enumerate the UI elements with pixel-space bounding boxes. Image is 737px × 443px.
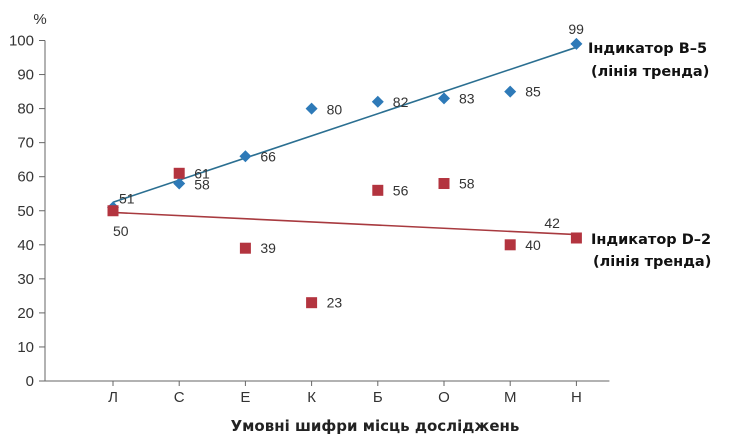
data-points [107, 37, 583, 309]
legend-b5-trend: (лінія тренда) [591, 64, 709, 80]
data-label-b5: 83 [459, 90, 475, 106]
legend-d2-name: Індикатор D–2 [591, 232, 711, 248]
x-tick-label: Н [571, 389, 582, 406]
data-label-b5: 51 [119, 190, 135, 206]
trend-line-b5 [112, 46, 577, 203]
data-label-d2: 40 [525, 237, 541, 253]
x-tick-label: Б [373, 389, 383, 406]
data-label-d2: 50 [113, 223, 129, 239]
point-b5 [570, 37, 583, 50]
x-axis-title: Умовні шифри місць досліджень [231, 417, 520, 435]
y-axis-unit: % [33, 11, 46, 28]
data-label-d2: 42 [544, 215, 560, 231]
y-tick-label: 0 [26, 373, 34, 390]
trend-lines [112, 46, 577, 236]
data-label-d2: 58 [459, 176, 475, 192]
data-label-b5: 99 [568, 21, 584, 37]
point-b5 [438, 92, 450, 105]
data-label-d2: 39 [260, 240, 276, 256]
data-label-d2: 61 [194, 165, 210, 181]
y-tick-label: 20 [17, 305, 34, 322]
x-tick-label: О [438, 389, 450, 406]
y-axis: 0 10 20 30 40 50 60 70 80 90 100 [9, 33, 46, 390]
y-tick-label: 60 [17, 169, 34, 186]
point-d2 [107, 205, 119, 217]
data-label-d2: 56 [393, 182, 409, 198]
point-d2 [372, 184, 384, 196]
x-tick-label: К [307, 389, 316, 406]
point-b5 [504, 85, 517, 98]
data-label-b5: 58 [194, 177, 210, 193]
data-label-b5: 85 [525, 84, 541, 100]
legend-b5-name: Індикатор В–5 [588, 41, 707, 57]
x-tick-label: Е [240, 389, 250, 406]
x-tick-label: М [504, 389, 517, 406]
point-b5 [371, 95, 384, 108]
data-label-b5: 66 [260, 148, 276, 164]
point-d2 [239, 242, 251, 254]
y-tick-label: 100 [9, 33, 34, 50]
y-tick-label: 30 [17, 271, 34, 288]
trend-line-d2 [112, 211, 577, 236]
point-d2 [173, 167, 185, 179]
legend-d2-trend: (лінія тренда) [593, 254, 711, 270]
point-b5 [173, 177, 186, 190]
x-tick-label: С [174, 389, 185, 406]
point-d2 [438, 178, 450, 190]
point-d2 [504, 239, 516, 251]
data-label-b5: 82 [393, 94, 409, 110]
point-d2 [306, 297, 318, 309]
y-tick-label: 40 [17, 237, 34, 254]
y-tick-label: 90 [17, 67, 34, 84]
data-label-d2: 23 [327, 295, 343, 311]
point-b5 [305, 102, 318, 115]
data-label-b5: 80 [327, 102, 343, 118]
y-tick-label: 70 [17, 135, 34, 152]
y-tick-label: 10 [17, 339, 34, 356]
y-tick-label: 80 [17, 101, 34, 118]
x-tick-label: Л [108, 389, 118, 406]
point-b5 [239, 150, 252, 163]
y-tick-label: 50 [17, 203, 34, 220]
point-d2 [570, 232, 582, 244]
